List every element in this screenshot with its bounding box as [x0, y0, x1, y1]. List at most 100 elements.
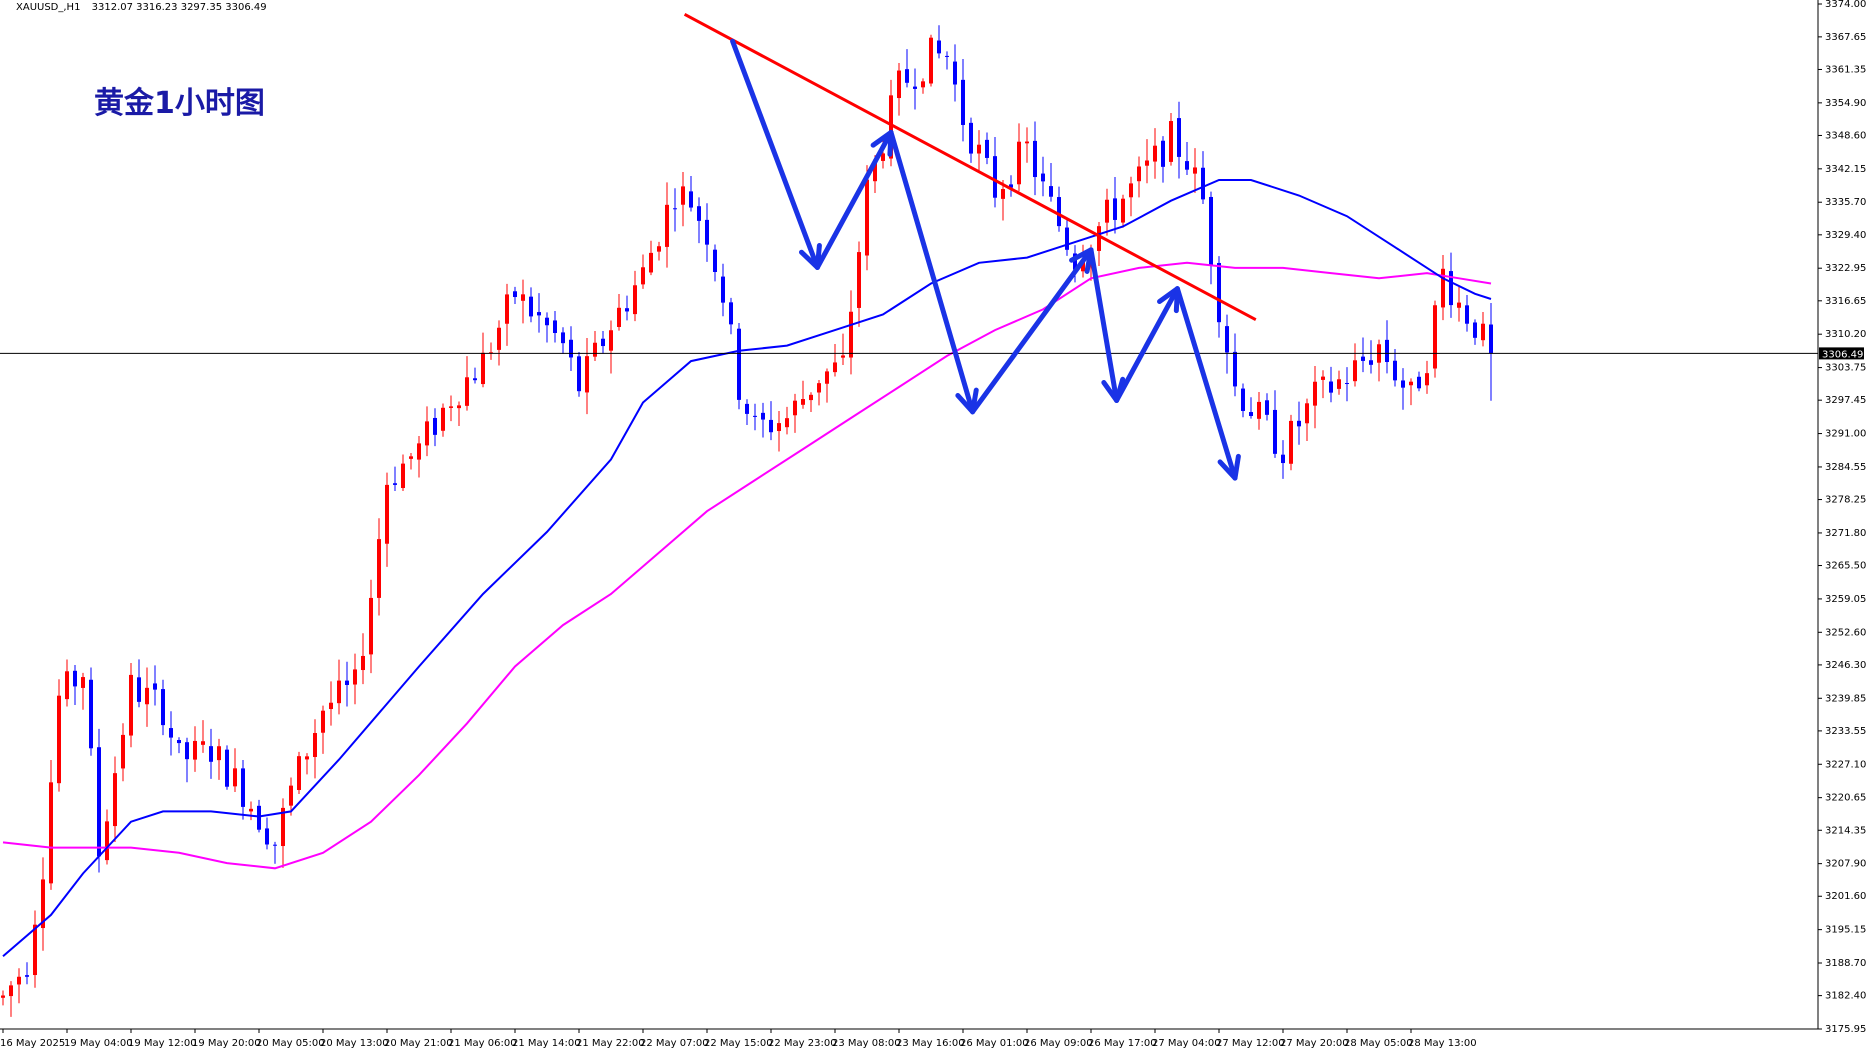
candle-body [929, 37, 933, 84]
candle [1153, 128, 1157, 179]
y-tick-label: 3265.50 [1825, 561, 1866, 572]
candle [905, 49, 909, 88]
y-tick-label: 3303.75 [1825, 363, 1866, 374]
candle [1185, 141, 1189, 176]
candle [1465, 295, 1469, 332]
candle [1041, 156, 1045, 197]
candle-body [761, 412, 765, 420]
candle-body [881, 153, 885, 161]
candle-body [169, 728, 173, 738]
candle [737, 323, 741, 410]
x-tick-label: 20 May 21:00 [384, 1038, 453, 1049]
y-tick-label: 3239.85 [1825, 693, 1866, 704]
candle [1129, 176, 1133, 217]
x-tick-label: 21 May 14:00 [512, 1038, 581, 1049]
x-tick-label: 16 May 2025 [0, 1038, 65, 1049]
candle [1265, 393, 1269, 421]
y-tick-label: 3252.60 [1825, 627, 1866, 638]
candle [897, 62, 901, 116]
candle [697, 197, 701, 244]
candle [1297, 401, 1301, 445]
candle [17, 968, 21, 1004]
candle-body [1489, 324, 1493, 354]
candle-body [673, 208, 677, 210]
candle-body [225, 749, 229, 787]
candle-body [577, 356, 581, 392]
candle [145, 667, 149, 727]
candle-body [1265, 400, 1269, 415]
candle [1177, 101, 1181, 179]
y-tick-label: 3182.40 [1825, 991, 1866, 1002]
candle [57, 679, 61, 792]
candle [849, 290, 853, 375]
candle [1257, 391, 1261, 430]
candle-body [1297, 420, 1301, 427]
candle-body [529, 296, 533, 317]
candle-body [1281, 454, 1285, 464]
candle-body [97, 747, 101, 857]
arrow-shaft [888, 129, 976, 415]
candle [521, 279, 525, 324]
forecast-arrow-segment [730, 38, 822, 270]
candle-body [985, 139, 989, 158]
candle [601, 331, 605, 354]
candle [73, 665, 77, 705]
x-tick-label: 27 May 20:00 [1280, 1038, 1349, 1049]
candle-body [233, 768, 237, 787]
y-tick-label: 3278.25 [1825, 495, 1866, 506]
candle-body [617, 307, 621, 327]
candle [1145, 139, 1149, 184]
candle [177, 737, 181, 754]
candle [81, 672, 85, 710]
candle-body [1049, 186, 1053, 197]
candle-body [489, 352, 493, 354]
candle [1065, 219, 1069, 256]
candle-body [937, 40, 941, 54]
candle [1193, 148, 1197, 193]
candle-body [1337, 379, 1341, 389]
candle [1121, 194, 1125, 228]
x-tick-label: 19 May 12:00 [128, 1038, 197, 1049]
candle [441, 403, 445, 437]
candle-body [1393, 360, 1397, 381]
candle-body [441, 407, 445, 431]
ohlc-values: 3312.07 3316.23 3297.35 3306.49 [92, 2, 267, 13]
candle-body [1065, 227, 1069, 250]
x-tick-label: 22 May 23:00 [768, 1038, 837, 1049]
candle [785, 406, 789, 435]
candle [681, 172, 685, 227]
candle [1009, 175, 1013, 197]
candle [401, 454, 405, 492]
candle-body [457, 405, 461, 409]
candle-body [25, 975, 29, 977]
y-tick-label: 3329.40 [1825, 230, 1866, 241]
candle-body [369, 597, 373, 655]
candle [425, 406, 429, 457]
candle [273, 841, 277, 864]
candle [113, 756, 117, 843]
y-tick-label: 3342.15 [1825, 164, 1866, 175]
candle-body [329, 702, 333, 710]
candle-body [417, 443, 421, 460]
candle-body [865, 179, 869, 256]
candle [1313, 365, 1317, 429]
candle [153, 665, 157, 706]
candle-body [345, 680, 349, 685]
candle [1273, 390, 1277, 458]
candle [377, 518, 381, 616]
candle-body [689, 191, 693, 208]
candle-body [769, 419, 773, 433]
candle-body [337, 680, 341, 704]
candle [1305, 398, 1309, 442]
candle [481, 332, 485, 388]
candle [1249, 397, 1253, 419]
candle [161, 679, 165, 736]
candle-body [993, 156, 997, 198]
candle-body [1009, 184, 1013, 188]
candle [713, 244, 717, 282]
arrow-shaft [1088, 247, 1120, 403]
candle-body [585, 356, 589, 393]
candle-body [665, 204, 669, 247]
